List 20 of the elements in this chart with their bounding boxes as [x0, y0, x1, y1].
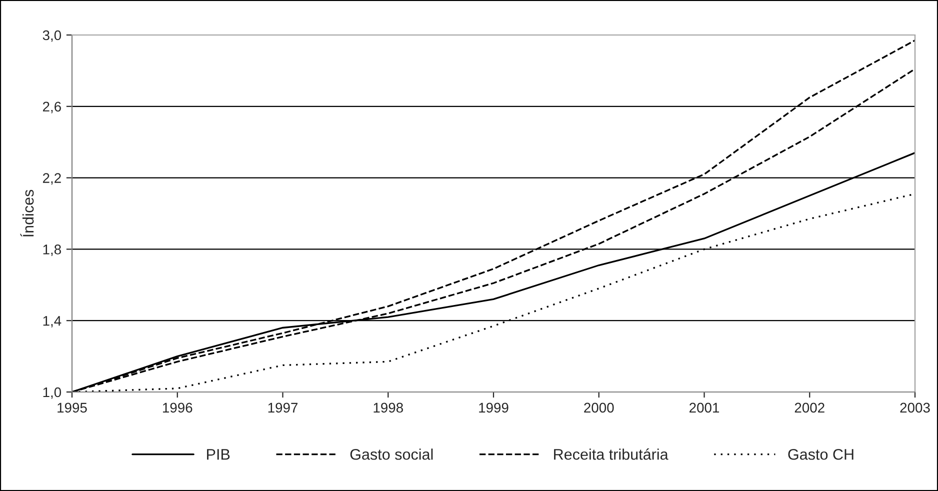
legend-label: Gasto CH	[788, 448, 854, 460]
legend-label: Receita tributária	[554, 448, 668, 460]
y-tick-label: 3,0	[42, 30, 62, 42]
legend-label: PIB	[207, 449, 230, 460]
x-tick-label: 1999	[479, 402, 508, 413]
legend-label: Gasto social	[350, 448, 433, 460]
y-tick-label: 2,2	[42, 173, 61, 185]
x-tick-label: 1996	[162, 402, 192, 413]
x-tick-label: 2001	[690, 402, 720, 413]
y-tick-label: 1,0	[43, 387, 62, 399]
x-tick-label: 2000	[584, 402, 614, 413]
x-tick-label: 2002	[794, 402, 824, 413]
y-axis-title: Índices	[20, 190, 34, 237]
x-tick-label: 1998	[374, 402, 403, 413]
x-tick-label: 1995	[58, 402, 87, 413]
x-tick-label: 1997	[268, 402, 298, 413]
y-tick-label: 1,4	[43, 316, 62, 328]
y-tick-label: 2,6	[42, 102, 61, 114]
x-tick-label: 2003	[900, 402, 930, 413]
y-tick-label: 1,8	[43, 244, 61, 256]
